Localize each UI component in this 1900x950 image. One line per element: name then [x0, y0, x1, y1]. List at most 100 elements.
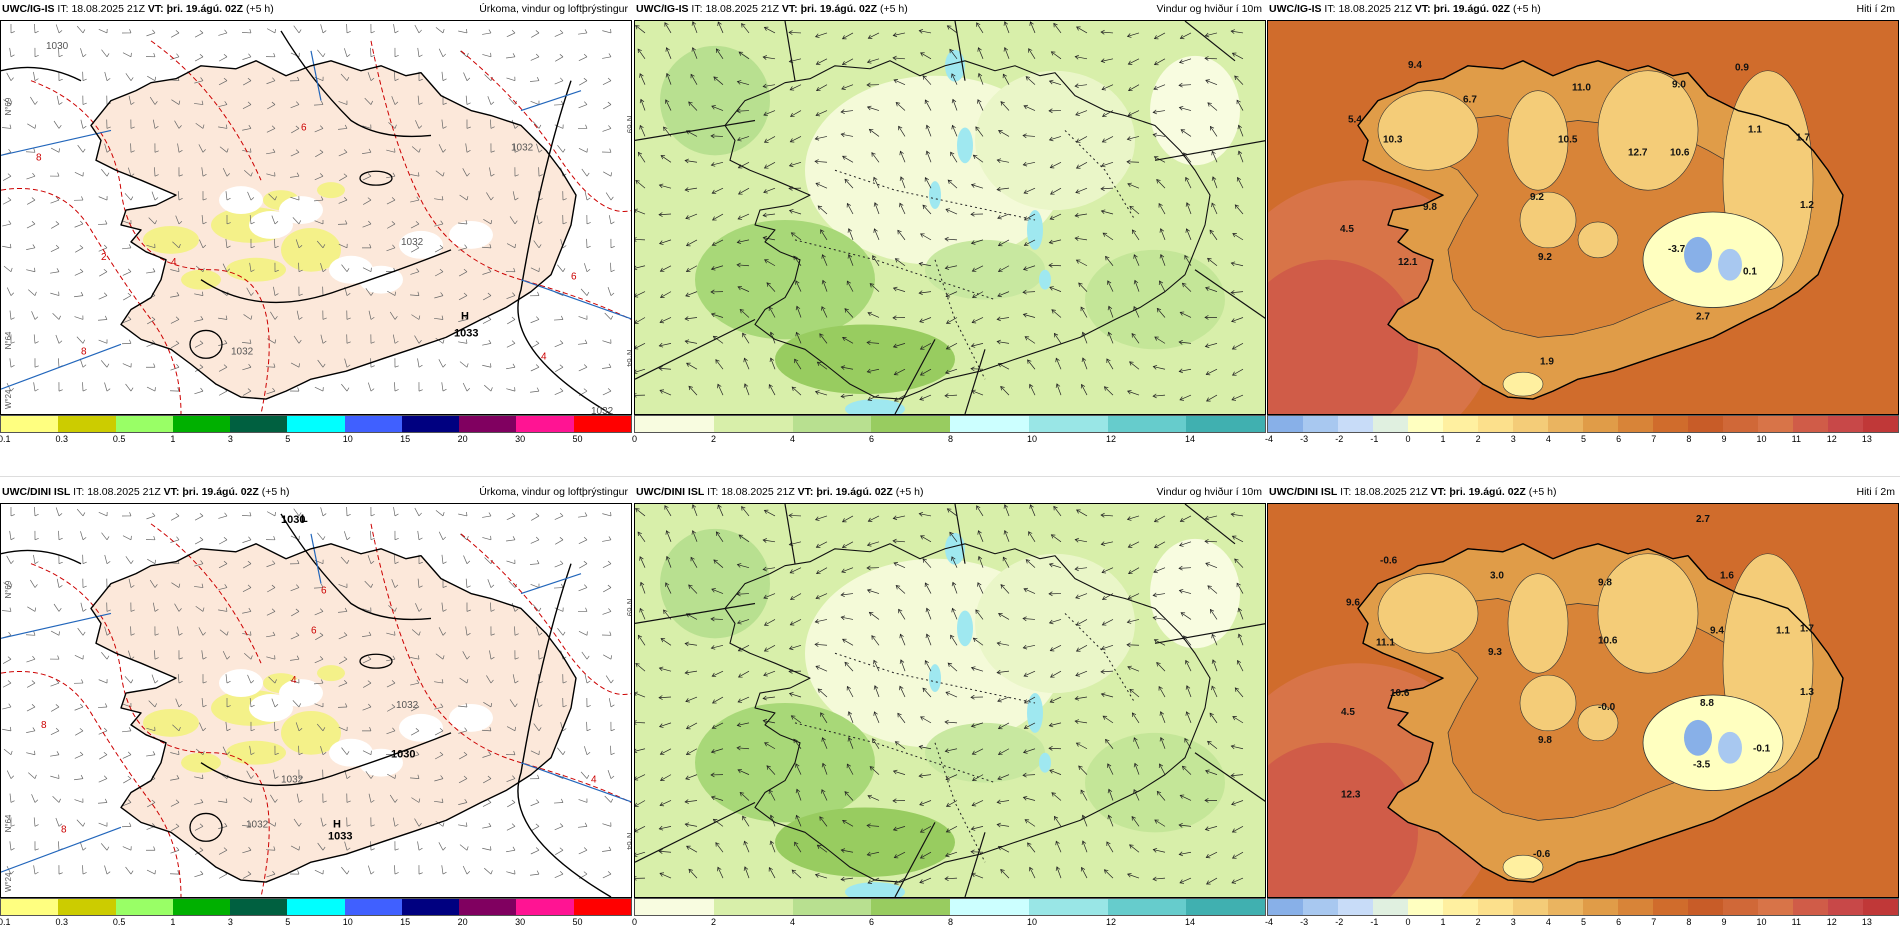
colorbar-swatch [401, 416, 460, 432]
colorbar-swatch [1478, 899, 1513, 915]
colorbar-tick: 8 [948, 917, 954, 927]
lead-time: (+5 h) [895, 486, 924, 498]
colorbar-swatch [1443, 899, 1478, 915]
colorbar-swatch [1828, 416, 1863, 432]
colorbar-tick: 6 [869, 917, 875, 927]
temperature-label: 1.1 [1748, 124, 1762, 135]
isobar-label: 8 [61, 824, 67, 835]
colorbar-swatch [1653, 416, 1688, 432]
colorbar-ticks: 0.1 0.3 0.5 1 3 5 10 15 20 30 50 [0, 434, 632, 448]
field-name: Hiti í 2m [1856, 3, 1895, 15]
model-name: UWC/DINI ISL [2, 486, 71, 498]
colorbar-tick: 10 [342, 434, 353, 444]
colorbar-swatch [287, 416, 345, 432]
temperature-label: 11.0 [1572, 83, 1591, 94]
temperature-label: -0.0 [1598, 702, 1616, 713]
colorbar-swatch [1688, 416, 1723, 432]
map-panel-wind: UWC/DINI ISL IT: 18.08.2025 21Z VT: þri.… [632, 483, 1266, 933]
colorbar-tick: 1 [170, 917, 176, 927]
latlon-label: N°64 [4, 814, 13, 832]
temperature-label: 9.0 [1672, 80, 1686, 91]
colorbar-tick: 12 [1106, 917, 1117, 927]
colorbar-tick: -1 [1370, 917, 1379, 927]
colorbar-swatch [1408, 416, 1443, 432]
colorbar-tick: 12 [1826, 434, 1837, 444]
isobar-label: 6 [311, 625, 317, 636]
isobar-label: H [333, 818, 341, 830]
colorbar-ticks: 0 2 4 6 8 10 12 14 [632, 917, 1266, 931]
colorbar-swatch [401, 899, 460, 915]
colorbar-swatch [1793, 416, 1828, 432]
colorbar-swatch [792, 416, 872, 432]
isobar-label: 1030 [46, 41, 69, 52]
valid-time: þri. 19.ágú. 02Z [800, 3, 878, 15]
temperature-label: 10.6 [1598, 635, 1618, 646]
colorbar-swatch [1758, 899, 1793, 915]
temperature-label: -0.6 [1533, 849, 1551, 860]
init-time: 18.08.2025 21Z [1354, 486, 1428, 498]
model-name: UWC/DINI ISL [1269, 486, 1338, 498]
colorbar-tick: 20 [457, 434, 468, 444]
colorbar-tick: -2 [1335, 434, 1344, 444]
colorbar-tick: 10 [1756, 917, 1767, 927]
map-area: 2.7 -0.6 3.0 9.8 1.6 9.6 11.1 9.3 10.6 9.4 1.1 1.7 1… [1267, 503, 1899, 898]
colorbar-swatch [1028, 416, 1108, 432]
colorbar-tick: 4 [790, 434, 796, 444]
colorbar-swatch [1303, 899, 1338, 915]
temperature-label: 9.8 [1598, 578, 1612, 589]
panel-title: UWC/DINI ISL IT: 18.08.2025 21Z VT: þri.… [1267, 483, 1899, 501]
colorbar-tick: 0 [1405, 434, 1411, 444]
latlon-label: N°69 [4, 97, 13, 115]
temperature-label: 9.8 [1538, 735, 1552, 746]
map-area: 9.4 6.7 11.0 9.0 0.9 5.4 10.3 10.5 12.7 10.6 1.1 1.… [1267, 20, 1899, 415]
init-time-label: IT: [1324, 3, 1336, 15]
temperature-label: 0.9 [1735, 63, 1749, 74]
field-name: Vindur og hviður í 10m [1156, 486, 1262, 498]
row-separator [0, 476, 1900, 477]
colorbar-tick: 3 [1510, 917, 1516, 927]
panel-title: UWC/DINI ISL IT: 18.08.2025 21Z VT: þri.… [0, 483, 632, 501]
temperature-label: -0.6 [1380, 556, 1398, 567]
colorbar-tick: 0.5 [112, 917, 126, 927]
iceland-map: 2.7 -0.6 3.0 9.8 1.6 9.6 11.1 9.3 10.6 9.4 1.1 1.7 1… [1268, 504, 1898, 897]
colorbar-swatch [58, 899, 116, 915]
colorbar-swatch [287, 899, 345, 915]
field-name: Úrkoma, vindur og loftþrýstingur [479, 3, 628, 15]
temperature-label: 10.6 [1390, 688, 1410, 699]
latlon-label: N°64 [625, 832, 632, 850]
valid-time-label: VT: [147, 3, 164, 15]
colorbar-swatch [459, 899, 517, 915]
colorbar-swatch [1, 899, 59, 915]
colorbar-tick: 1 [170, 434, 176, 444]
temperature-label: 1.7 [1800, 623, 1814, 634]
valid-time: þri. 19.ágú. 02Z [166, 3, 244, 15]
colorbar-swatch [871, 899, 950, 915]
init-time-label: IT: [691, 3, 703, 15]
colorbar-swatch [1513, 416, 1548, 432]
colorbar-tick: 20 [457, 917, 468, 927]
valid-time: þri. 19.ágú. 02Z [182, 486, 259, 498]
panel-title-left: UWC/IG-IS IT: 18.08.2025 21Z VT: þri. 19… [2, 0, 274, 18]
colorbar-tick: 11 [1791, 434, 1801, 444]
colorbar-swatch [1303, 416, 1338, 432]
latlon-label: N°69 [625, 599, 632, 617]
colorbar-tick: -2 [1335, 917, 1344, 927]
panel-title-left: UWC/DINI ISL IT: 18.08.2025 21Z VT: þri.… [1269, 483, 1556, 501]
temperature-label: 3.0 [1490, 571, 1504, 582]
temperature-label: 9.4 [1408, 60, 1422, 71]
colorbar-tick: 8 [948, 434, 954, 444]
temperature-label: 11.1 [1376, 637, 1395, 648]
colorbar-swatch [344, 416, 402, 432]
colorbar-tick: 0.1 [0, 917, 11, 927]
init-time: 18.08.2025 21Z [1338, 3, 1412, 15]
map-area [634, 20, 1266, 415]
colorbar-tick: 7 [1651, 917, 1657, 927]
init-time: 18.08.2025 21Z [721, 486, 795, 498]
colorbar-swatch [792, 899, 872, 915]
colorbar-tick: 0 [1405, 917, 1411, 927]
temperature-label: 1.1 [1776, 625, 1790, 636]
colorbar-swatch [1758, 416, 1793, 432]
colorbar-tick: 2 [1475, 917, 1481, 927]
colorbar-swatch [1373, 899, 1408, 915]
model-name: UWC/IG-IS [2, 3, 55, 15]
